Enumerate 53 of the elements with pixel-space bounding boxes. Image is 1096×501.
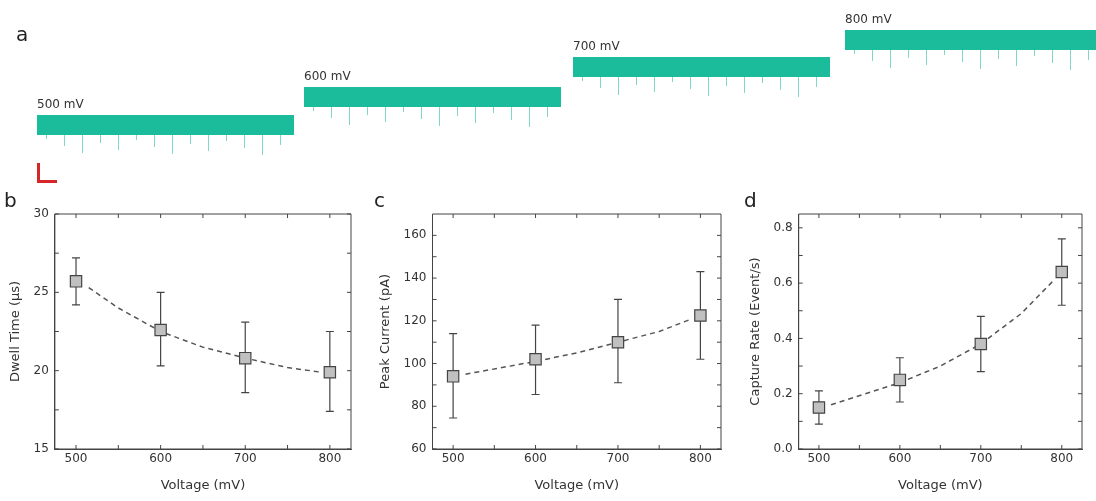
y-tick-label: 80 (411, 398, 427, 413)
x-tick-label: 800 (1050, 451, 1074, 466)
x-tick-label: 700 (233, 451, 257, 466)
point (611, 335, 625, 349)
x-tick-label: 800 (318, 451, 342, 466)
y-tick-label: 20 (33, 362, 49, 377)
x-tick-label: 600 (888, 451, 912, 466)
x-tick-label: 500 (441, 451, 465, 466)
y-axis-title: Dwell Time (µs) (7, 280, 23, 383)
y-tick-label: 0.2 (773, 385, 793, 400)
text: 800 mV (845, 12, 892, 26)
y-tick-label: 0.8 (773, 219, 793, 234)
chart-title: d (744, 188, 757, 213)
point (529, 353, 542, 366)
point (893, 373, 907, 387)
point (323, 365, 337, 379)
x-tick-label: 500 (807, 451, 831, 466)
point (238, 351, 252, 365)
x-tick-label: 700 (606, 451, 630, 466)
y-axis-title: Peak Current (pA) (377, 273, 393, 390)
x-tick-label: 700 (969, 451, 993, 466)
y-tick-label: 160 (403, 227, 427, 242)
y-tick-label: 0.6 (773, 275, 793, 290)
point (69, 275, 83, 288)
x-tick-label: 600 (524, 451, 547, 466)
text: a (16, 22, 29, 46)
x-tick-label: 600 (149, 451, 173, 466)
chart-title: c (374, 188, 385, 213)
y-tick-label: 120 (403, 312, 427, 327)
point (446, 370, 460, 383)
point (1055, 265, 1069, 279)
text: 500 mV (37, 97, 84, 111)
y-tick-label: 0.0 (773, 441, 793, 456)
y-tick-label: 25 (33, 284, 49, 299)
point (974, 337, 988, 351)
chart-title: b (4, 188, 17, 213)
point (694, 309, 707, 322)
y-tick-label: 30 (33, 206, 49, 221)
y-tick-label: 100 (403, 355, 427, 370)
text: 600 mV (304, 69, 351, 83)
x-axis-title: Voltage (mV) (534, 476, 620, 492)
y-tick-label: 0.4 (773, 330, 793, 345)
y-tick-label: 140 (403, 270, 427, 285)
y-tick-label: 15 (33, 441, 49, 456)
x-tick-label: 500 (64, 451, 88, 466)
point (812, 401, 826, 414)
x-axis-title: Voltage (mV) (898, 476, 983, 492)
y-axis-title: Capture Rate (Event/s) (747, 257, 763, 406)
text: 700 mV (573, 39, 620, 53)
x-axis-title: Voltage (mV) (160, 476, 246, 492)
point (154, 323, 167, 337)
x-tick-label: 800 (688, 451, 712, 466)
y-tick-label: 60 (411, 441, 427, 456)
